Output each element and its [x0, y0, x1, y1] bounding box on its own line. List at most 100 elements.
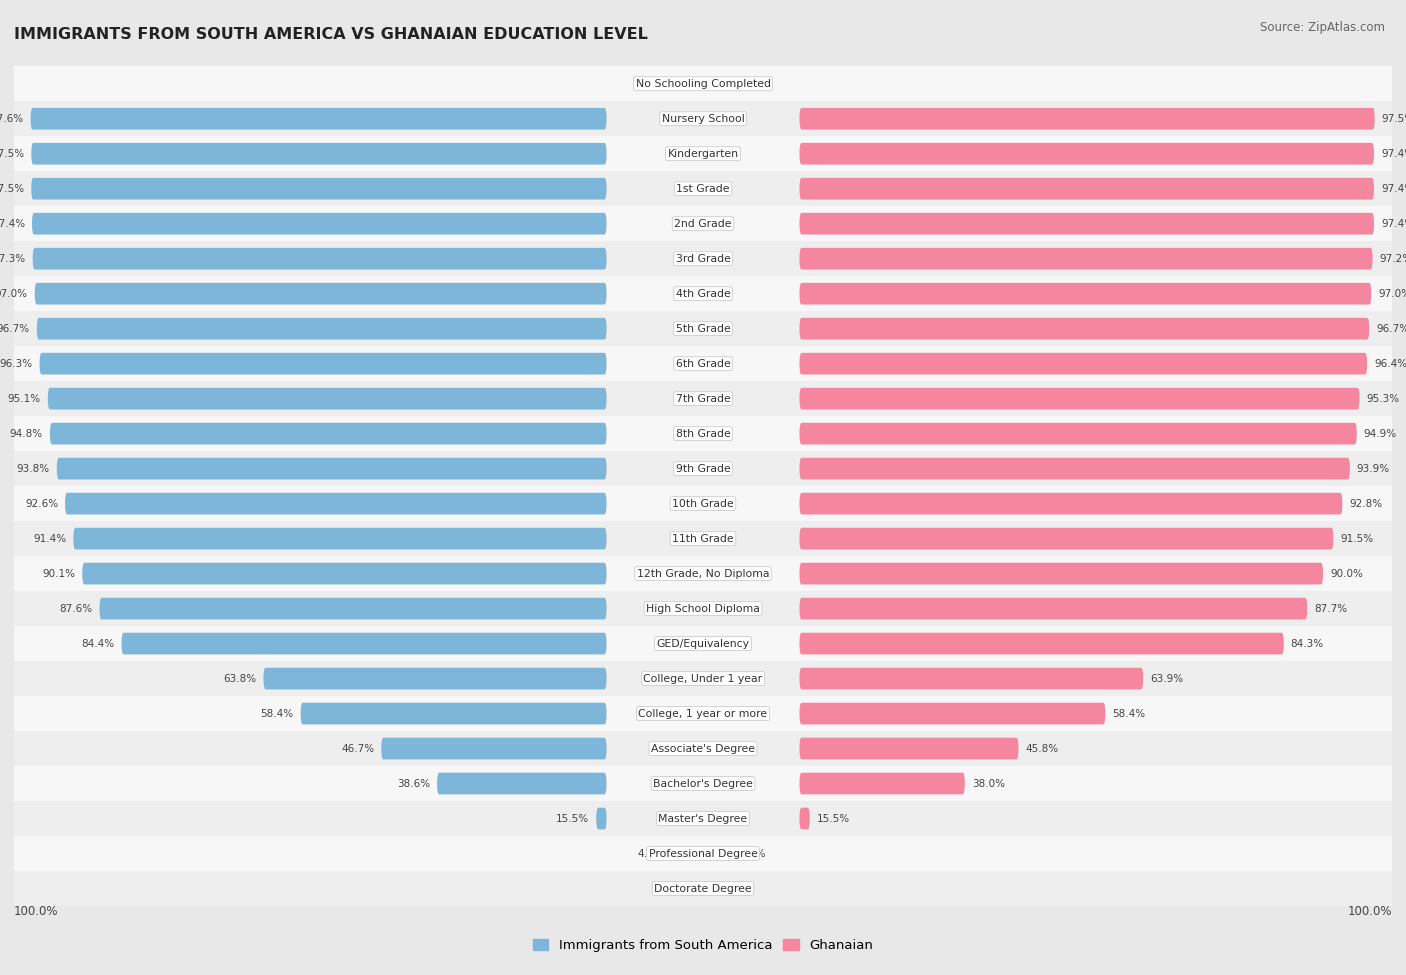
Text: 94.9%: 94.9%	[1364, 429, 1396, 439]
Bar	[14, 801, 1392, 836]
Text: 97.0%: 97.0%	[1378, 289, 1406, 298]
Text: 2.5%: 2.5%	[652, 79, 679, 89]
Text: 97.3%: 97.3%	[0, 254, 25, 263]
Text: 84.4%: 84.4%	[82, 639, 115, 648]
Text: 2.6%: 2.6%	[728, 79, 754, 89]
Bar	[14, 871, 1392, 906]
Bar	[14, 556, 1392, 591]
FancyBboxPatch shape	[800, 143, 1374, 165]
FancyBboxPatch shape	[800, 318, 1369, 339]
Bar	[14, 836, 1392, 871]
Bar	[14, 416, 1392, 451]
FancyBboxPatch shape	[800, 563, 1323, 584]
FancyBboxPatch shape	[800, 458, 1350, 480]
FancyBboxPatch shape	[263, 668, 606, 689]
FancyBboxPatch shape	[49, 423, 606, 445]
Text: 46.7%: 46.7%	[342, 744, 374, 754]
Text: IMMIGRANTS FROM SOUTH AMERICA VS GHANAIAN EDUCATION LEVEL: IMMIGRANTS FROM SOUTH AMERICA VS GHANAIA…	[14, 26, 648, 42]
FancyBboxPatch shape	[800, 633, 1284, 654]
Text: 95.3%: 95.3%	[1367, 394, 1399, 404]
Text: 90.0%: 90.0%	[1330, 568, 1362, 578]
Bar	[14, 172, 1392, 206]
Text: 6th Grade: 6th Grade	[676, 359, 730, 369]
Text: 97.4%: 97.4%	[1381, 183, 1406, 194]
FancyBboxPatch shape	[800, 492, 1343, 515]
Text: College, Under 1 year: College, Under 1 year	[644, 674, 762, 683]
Text: High School Diploma: High School Diploma	[647, 604, 759, 613]
Text: 2nd Grade: 2nd Grade	[675, 218, 731, 229]
Text: 4th Grade: 4th Grade	[676, 289, 730, 298]
Text: 95.1%: 95.1%	[8, 394, 41, 404]
Text: 92.8%: 92.8%	[1350, 498, 1382, 509]
Bar	[14, 487, 1392, 521]
Text: 100.0%: 100.0%	[14, 905, 59, 917]
Text: 12th Grade, No Diploma: 12th Grade, No Diploma	[637, 568, 769, 578]
Text: 1.8%: 1.8%	[723, 883, 749, 893]
FancyBboxPatch shape	[800, 248, 1372, 269]
Bar	[14, 626, 1392, 661]
FancyBboxPatch shape	[32, 213, 606, 235]
FancyBboxPatch shape	[35, 283, 606, 304]
Text: 97.4%: 97.4%	[1381, 218, 1406, 229]
Bar	[14, 766, 1392, 801]
Bar	[14, 661, 1392, 696]
Text: 97.0%: 97.0%	[0, 289, 28, 298]
FancyBboxPatch shape	[800, 213, 1374, 235]
FancyBboxPatch shape	[800, 388, 1360, 410]
FancyBboxPatch shape	[800, 177, 1374, 200]
FancyBboxPatch shape	[73, 527, 606, 550]
Text: 15.5%: 15.5%	[557, 813, 589, 824]
FancyBboxPatch shape	[301, 703, 606, 724]
Bar	[14, 136, 1392, 172]
FancyBboxPatch shape	[800, 283, 1371, 304]
Bar	[14, 311, 1392, 346]
Text: 4.6%: 4.6%	[638, 848, 665, 859]
Text: 87.7%: 87.7%	[1315, 604, 1347, 613]
FancyBboxPatch shape	[800, 353, 1367, 374]
Text: 97.6%: 97.6%	[0, 114, 24, 124]
FancyBboxPatch shape	[100, 598, 606, 619]
FancyBboxPatch shape	[31, 108, 606, 130]
Text: 96.4%: 96.4%	[1374, 359, 1406, 369]
Text: 58.4%: 58.4%	[260, 709, 294, 719]
FancyBboxPatch shape	[56, 458, 606, 480]
Bar	[14, 241, 1392, 276]
Text: GED/Equivalency: GED/Equivalency	[657, 639, 749, 648]
Text: 10th Grade: 10th Grade	[672, 498, 734, 509]
Bar	[14, 521, 1392, 556]
Text: 96.7%: 96.7%	[0, 324, 30, 333]
Text: 92.6%: 92.6%	[25, 498, 58, 509]
Bar	[14, 451, 1392, 487]
Bar	[14, 696, 1392, 731]
FancyBboxPatch shape	[596, 807, 606, 830]
FancyBboxPatch shape	[121, 633, 606, 654]
FancyBboxPatch shape	[800, 668, 1143, 689]
FancyBboxPatch shape	[37, 318, 606, 339]
Text: 4.3%: 4.3%	[740, 848, 766, 859]
Text: 93.8%: 93.8%	[17, 464, 49, 474]
Text: 15.5%: 15.5%	[817, 813, 849, 824]
FancyBboxPatch shape	[800, 108, 1375, 130]
Text: 97.4%: 97.4%	[0, 218, 25, 229]
Text: Master's Degree: Master's Degree	[658, 813, 748, 824]
Bar	[14, 591, 1392, 626]
Text: 38.0%: 38.0%	[972, 779, 1005, 789]
FancyBboxPatch shape	[800, 738, 1018, 760]
Text: 11th Grade: 11th Grade	[672, 533, 734, 544]
Text: 84.3%: 84.3%	[1291, 639, 1324, 648]
Text: 8th Grade: 8th Grade	[676, 429, 730, 439]
Text: Kindergarten: Kindergarten	[668, 149, 738, 159]
FancyBboxPatch shape	[800, 773, 965, 795]
Bar	[14, 381, 1392, 416]
FancyBboxPatch shape	[31, 177, 606, 200]
Text: 97.4%: 97.4%	[1381, 149, 1406, 159]
Text: No Schooling Completed: No Schooling Completed	[636, 79, 770, 89]
FancyBboxPatch shape	[800, 423, 1357, 445]
Text: College, 1 year or more: College, 1 year or more	[638, 709, 768, 719]
Text: 97.5%: 97.5%	[0, 183, 24, 194]
Text: 1st Grade: 1st Grade	[676, 183, 730, 194]
Text: 38.6%: 38.6%	[396, 779, 430, 789]
Text: 93.9%: 93.9%	[1357, 464, 1391, 474]
FancyBboxPatch shape	[800, 807, 810, 830]
Text: 96.7%: 96.7%	[1376, 324, 1406, 333]
